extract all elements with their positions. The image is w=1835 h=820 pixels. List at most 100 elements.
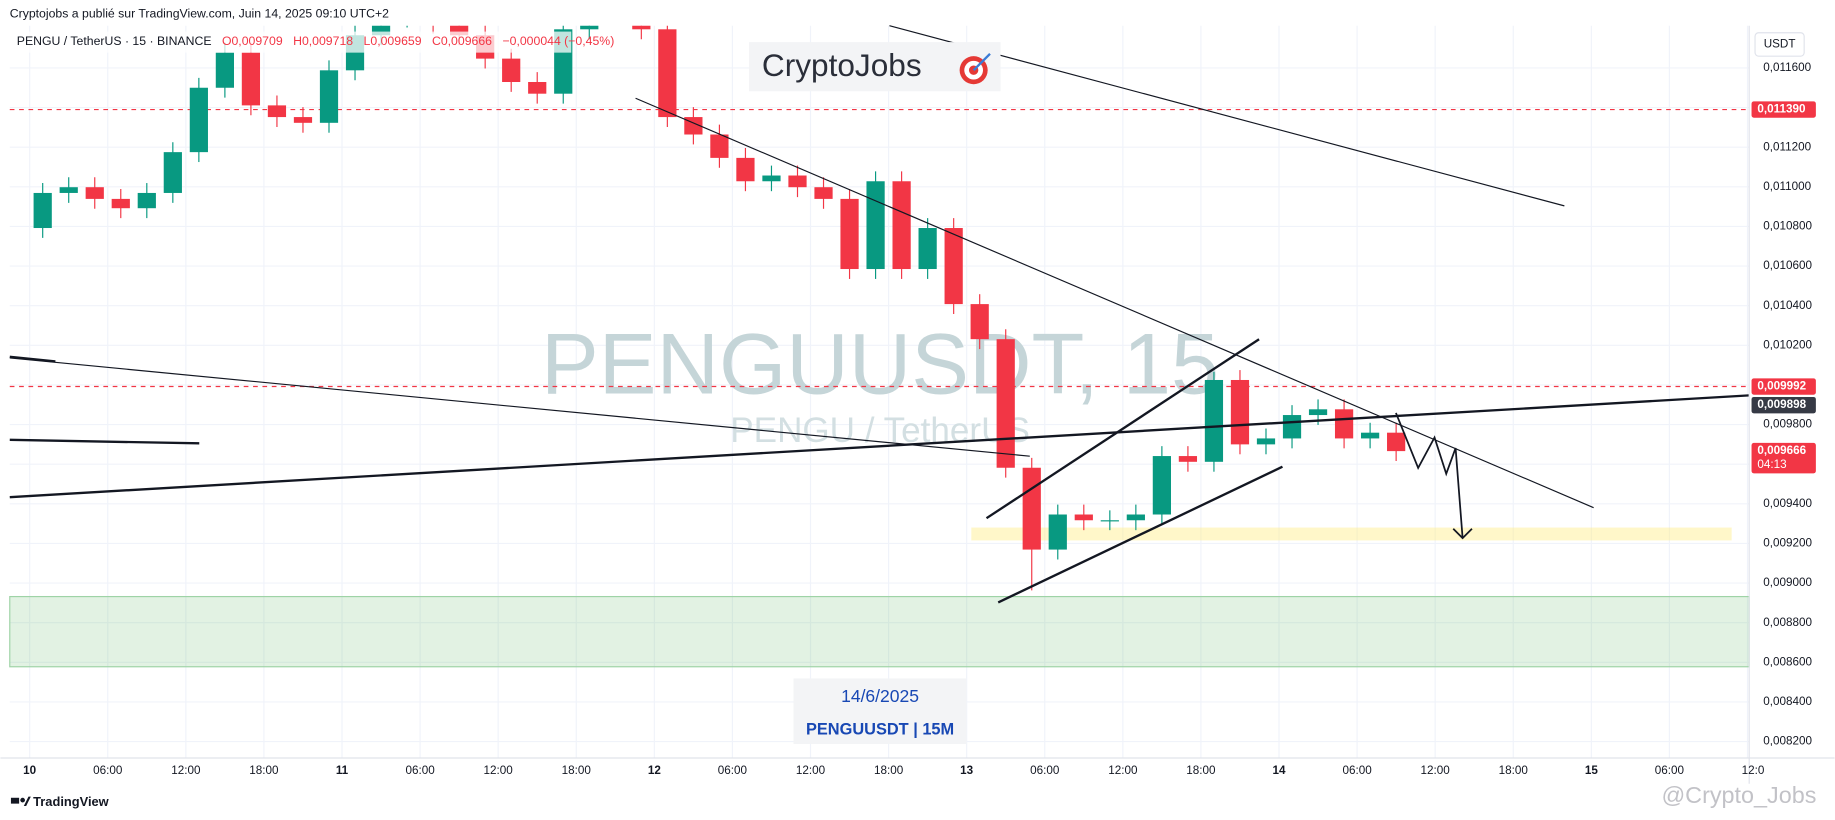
x-tick-label: 06:00 <box>93 764 123 777</box>
x-tick-label: 06:00 <box>1342 764 1372 777</box>
drawings <box>9 25 1750 604</box>
logo: CryptoJobs <box>762 47 922 83</box>
watermark-subtitle: PENGU / TetherUS <box>730 411 1030 450</box>
annotation-box <box>793 678 967 744</box>
y-tick-label: 0,008800 <box>1763 616 1812 629</box>
candle-body <box>892 181 911 270</box>
price-tag <box>1751 396 1816 414</box>
y-tick-label: 0,010200 <box>1763 338 1812 351</box>
candle-body <box>1048 514 1067 550</box>
candle-body <box>1230 379 1250 445</box>
y-tick-label: 0,010400 <box>1763 299 1812 312</box>
ohlc-open: O0,009709 <box>222 34 283 48</box>
candle-body <box>944 228 963 305</box>
y-tick-label: 0,009000 <box>1763 576 1812 589</box>
ohlc-high: H0,009718 <box>293 34 353 48</box>
y-tick-label: 0,008600 <box>1763 655 1812 668</box>
legend-box <box>9 31 572 53</box>
x-tick-label: 12:0 <box>1742 764 1765 777</box>
candle-body <box>1022 467 1041 550</box>
candle-body <box>450 25 469 36</box>
channel-lower <box>997 465 1283 604</box>
trend-line <box>9 438 200 445</box>
arrow-head <box>1452 528 1473 540</box>
logo-box <box>749 42 1001 92</box>
x-tick-label: 11 <box>336 764 349 777</box>
candle-body <box>866 181 885 270</box>
candle-body <box>163 152 182 193</box>
candle-body <box>918 228 937 270</box>
trend-line <box>9 394 1750 499</box>
x-tick-label: 14 <box>1272 764 1286 777</box>
candle-body <box>632 25 651 30</box>
x-tick-label: 13 <box>960 764 974 777</box>
candle-body <box>1204 379 1224 462</box>
x-tick-label: 12:00 <box>1108 764 1138 777</box>
candle-body <box>215 52 234 88</box>
currency-box <box>1754 32 1805 57</box>
x-tick-label: 06:00 <box>1655 764 1685 777</box>
candle-body <box>59 187 78 193</box>
x-tick-label: 06:00 <box>1030 764 1060 777</box>
channel-upper <box>985 338 1260 520</box>
x-tick-label: 15 <box>1585 764 1599 777</box>
publisher: Cryptojobs a publié sur TradingView.com,… <box>10 6 389 20</box>
price-tag <box>1751 101 1816 118</box>
candle-body <box>658 29 677 118</box>
candle-body <box>580 25 599 30</box>
x-tick-label: 18:00 <box>1186 764 1216 777</box>
candle-body <box>788 175 807 188</box>
price-tag <box>1751 378 1816 395</box>
candle-body <box>293 117 313 123</box>
tv-logo <box>10 796 31 806</box>
candle-body <box>970 304 989 340</box>
candle-body <box>814 187 833 199</box>
candle-body <box>267 105 287 118</box>
price-tag-label: 0,009898 <box>1757 398 1806 411</box>
candle-body <box>1126 514 1145 521</box>
annotation-date: 14/6/2025 <box>841 686 919 706</box>
x-tick-label: 06:00 <box>718 764 748 777</box>
candle-body <box>319 70 339 123</box>
watermark-title: PENGUUSDT, 15 <box>541 317 1219 413</box>
candle-body <box>1360 432 1380 439</box>
x-tick-label: 12:00 <box>171 764 201 777</box>
symbol-legend: PENGU / TetherUS · 15 · BINANCE O0,00970… <box>17 34 615 48</box>
candle-body <box>1334 409 1354 439</box>
x-tick-label: 12:00 <box>484 764 514 777</box>
candle-body <box>33 192 52 229</box>
ohlc-low: L0,009659 <box>364 34 422 48</box>
candle-body <box>1100 520 1119 522</box>
candle-body <box>736 157 755 182</box>
candle-body <box>1178 456 1198 462</box>
y-tick-label: 0,009200 <box>1763 537 1812 550</box>
x-tick-label: 18:00 <box>1499 764 1529 777</box>
annotation-label: PENGUUSDT | 15M <box>806 720 954 738</box>
price-tag-countdown: 04:13 <box>1757 458 1786 471</box>
candle-body <box>111 198 130 209</box>
candle-body <box>502 58 521 83</box>
price-tag <box>1751 442 1816 474</box>
candle-body <box>840 198 859 270</box>
footer-brand: TradingView <box>33 794 110 809</box>
candle-body <box>371 25 391 36</box>
trend-line <box>9 357 1030 457</box>
target-zone <box>971 527 1732 541</box>
candles <box>33 25 1406 591</box>
ohlc-change: −0,000044 (−0,45%) <box>502 34 614 48</box>
x-tick-label: 12:00 <box>1421 764 1451 777</box>
x-tick-label: 18:00 <box>249 764 279 777</box>
candle-body <box>1152 456 1171 515</box>
x-tick-label: 18:00 <box>874 764 904 777</box>
y-tick-label: 0,011200 <box>1763 140 1811 153</box>
y-tick-label: 0,010800 <box>1763 220 1812 233</box>
candle-body <box>189 87 208 153</box>
x-tick-label: 18:00 <box>562 764 592 777</box>
x-tick-label: 12:00 <box>796 764 826 777</box>
logo-icon <box>959 52 991 85</box>
candle-body <box>710 134 729 158</box>
currency: USDT <box>1764 38 1796 51</box>
projection <box>1395 412 1464 539</box>
